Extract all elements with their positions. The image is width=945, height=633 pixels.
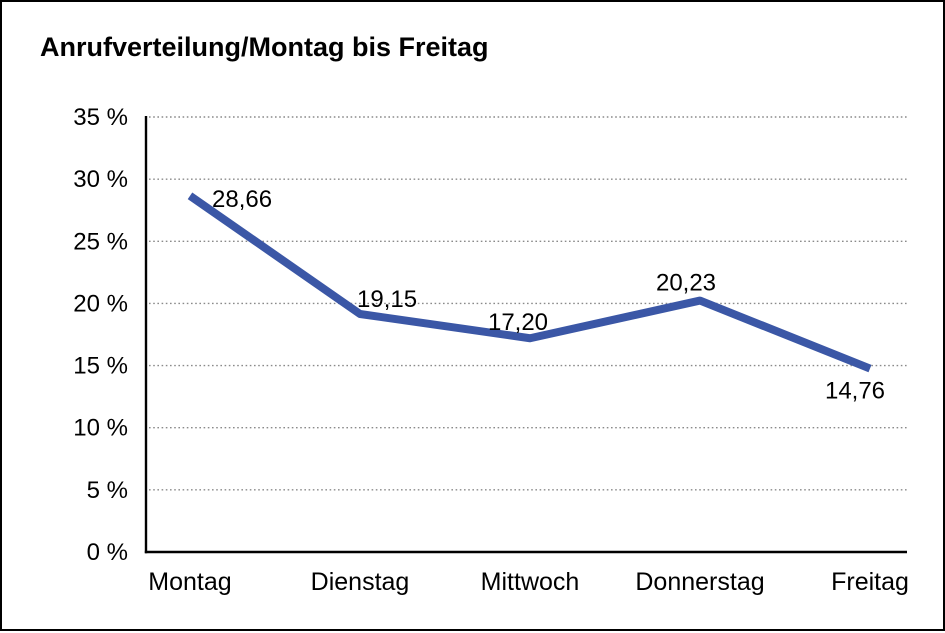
y-axis-tick-label: 10 %	[73, 415, 128, 442]
data-point-label: 17,20	[488, 309, 548, 336]
y-axis-tick-label: 20 %	[73, 290, 128, 317]
y-axis-tick-label: 0 %	[87, 539, 128, 566]
y-axis-tick-label: 30 %	[73, 166, 128, 193]
data-point-label: 20,23	[656, 270, 716, 297]
x-axis-category-label: Freitag	[831, 568, 909, 596]
x-axis-category-label: Montag	[148, 568, 231, 596]
y-axis-tick-label: 5 %	[87, 477, 128, 504]
data-point-label: 19,15	[357, 286, 417, 313]
x-axis-category-label: Dienstag	[311, 568, 410, 596]
y-axis-tick-label: 15 %	[73, 353, 128, 380]
chart-title: Anrufverteilung/Montag bis Freitag	[40, 32, 489, 62]
x-axis-category-label: Mittwoch	[481, 568, 580, 596]
data-series-line	[187, 192, 872, 373]
y-axis-tick-label: 25 %	[73, 228, 128, 255]
data-point-label: 28,66	[212, 186, 272, 213]
y-axis-tick-label: 35 %	[73, 104, 128, 131]
x-axis-category-label: Donnerstag	[635, 568, 764, 596]
data-point-label: 14,76	[825, 378, 885, 405]
